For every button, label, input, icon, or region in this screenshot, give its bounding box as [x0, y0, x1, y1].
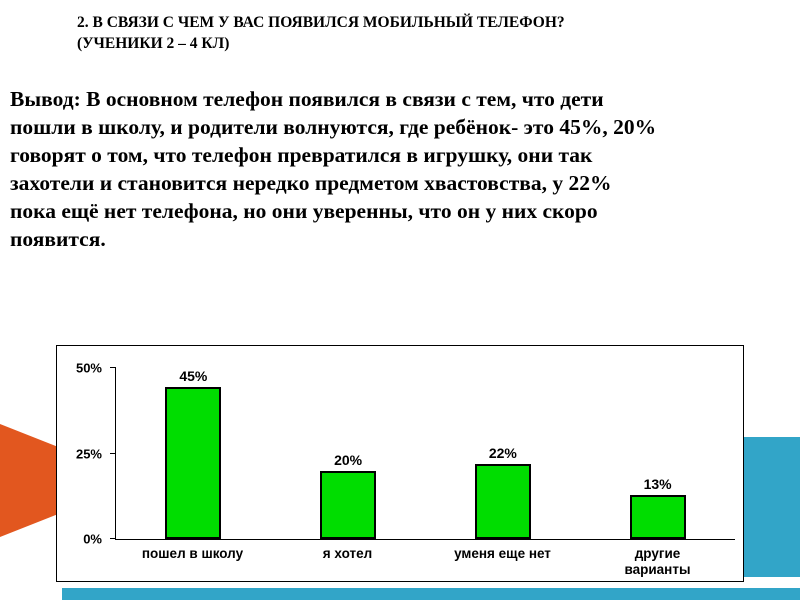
bar-group: 13%	[629, 368, 686, 539]
bar-group: 20%	[320, 368, 377, 539]
slide-title: 2. В СВЯЗИ С ЧЕМ У ВАС ПОЯВИЛСЯ МОБИЛЬНЫ…	[77, 13, 717, 55]
bar-group: 45%	[165, 368, 222, 539]
bar	[474, 463, 531, 539]
bar-group: 22%	[474, 368, 531, 539]
category-label: пошел в школу	[141, 546, 244, 561]
category-label: я хотел	[322, 546, 373, 561]
y-tick-label: 25%	[75, 446, 102, 461]
bar	[320, 470, 377, 539]
y-tick-label: 0%	[83, 531, 102, 547]
y-tick-label: 50%	[75, 360, 102, 376]
bar-chart: 0% 25% 50% 45% 20% 22% 13% пошел в школу я хот…	[56, 345, 744, 582]
bar-value-label: 22%	[488, 444, 517, 461]
bar-value-label: 20%	[334, 451, 363, 468]
y-axis-ticks: 0% 25% 50%	[62, 361, 110, 547]
category-label: другие варианты	[624, 546, 691, 578]
category-labels-row: пошел в школу я хотел уменя еще нет другие …	[115, 546, 735, 578]
bars-row: 45% 20% 22% 13%	[116, 368, 735, 539]
plot-area: 0% 25% 50% 45% 20% 22% 13%	[76, 361, 735, 547]
decor-orange-shape	[0, 424, 63, 537]
y-tick-mark	[110, 538, 116, 539]
bar-value-label: 45%	[179, 368, 208, 384]
bar-value-label: 13%	[643, 475, 672, 492]
bar	[629, 494, 686, 539]
bar	[165, 387, 222, 539]
slide-title-line-2: (УЧЕНИКИ 2 – 4 КЛ)	[77, 34, 230, 52]
decor-teal-bottom-strip	[62, 588, 800, 600]
y-tick-mark	[110, 367, 116, 368]
y-tick-mark	[110, 452, 116, 454]
category-label: уменя еще нет	[454, 546, 551, 561]
conclusion-paragraph: Вывод: В основном телефон появился в свя…	[10, 87, 657, 251]
slide-title-line-1: 2. В СВЯЗИ С ЧЕМ У ВАС ПОЯВИЛСЯ МОБИЛЬНЫ…	[77, 14, 565, 31]
